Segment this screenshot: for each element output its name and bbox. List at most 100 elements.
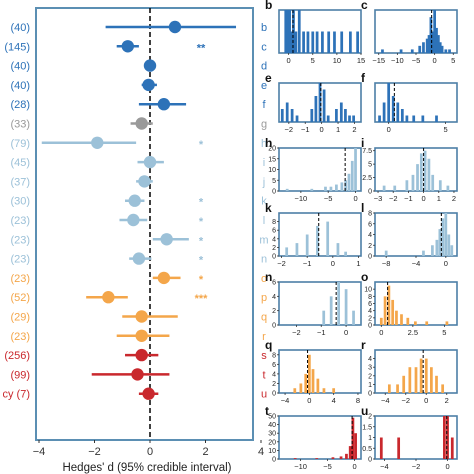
estimate-point-q (135, 310, 148, 323)
bar-q-1 (299, 383, 303, 393)
bar-q-5 (316, 378, 320, 393)
bar-k-6 (344, 251, 347, 256)
panel-label-h: h (265, 136, 272, 150)
row-letter-m: m (259, 234, 268, 246)
sample-size-label-d: (40) (10, 61, 30, 73)
row-letter-n: n (261, 254, 267, 266)
panel-frame-n (278, 281, 362, 326)
bar-c-13 (440, 45, 444, 53)
panel-label-l: l (361, 201, 364, 215)
estimate-point-s (135, 348, 148, 362)
x-tick-label-i-0: −3 (374, 194, 383, 203)
significance-h: * (199, 139, 204, 151)
sample-size-label-l: (23) (10, 215, 30, 227)
bar-n-3 (344, 289, 348, 325)
bar-k-4 (326, 221, 330, 256)
bar-o-1 (383, 296, 387, 325)
bar-c-1 (399, 49, 403, 53)
row-letter-s: s (261, 350, 267, 362)
estimate-point-j (138, 175, 151, 188)
y-tick-label-o-4: 8 (368, 294, 372, 301)
estimate-point-h (91, 136, 104, 149)
bar-b-11 (321, 31, 324, 53)
bar-b-15 (349, 31, 352, 53)
bar-e-6 (318, 83, 322, 122)
row-letter-l: l (263, 215, 265, 227)
bar-f-7 (412, 115, 416, 122)
x-tick-label-c-4: 5 (451, 56, 455, 65)
sample-size-label-q: (29) (10, 312, 30, 324)
bar-c-7 (429, 17, 433, 54)
bar-f-3 (391, 96, 395, 122)
bar-k-3 (316, 225, 319, 256)
y-tick-label-r-0: 0 (368, 391, 372, 398)
x-tick-label-q-0: −4 (281, 396, 290, 405)
x-tick-label-k-0: −2 (277, 259, 286, 268)
row-letter-i: i (263, 157, 265, 169)
bar-r-3 (408, 367, 412, 393)
panel-label-n: n (265, 270, 272, 284)
x-tick-label-b-2: 10 (333, 56, 341, 65)
bar-q-7 (332, 388, 336, 393)
bar-o-5 (400, 314, 403, 325)
row-letter-d: d (261, 61, 267, 73)
sample-size-label-s: (256) (4, 350, 30, 362)
bar-i-9 (438, 180, 442, 191)
panel-frame-t (278, 415, 362, 460)
y-tick-label-i-0: 0 (368, 189, 372, 196)
row-letter-q: q (261, 312, 267, 324)
row-letter-g: g (261, 119, 267, 131)
bar-o-2 (387, 285, 391, 325)
y-tick-label-k-1: 2 (272, 245, 276, 252)
bar-o-8 (425, 321, 429, 325)
row-letter-r: r (262, 331, 266, 343)
sample-size-label-p: (52) (10, 292, 30, 304)
bar-b-0 (284, 10, 288, 53)
bar-t-0 (293, 458, 297, 459)
bar-l-2 (431, 245, 434, 256)
x-tick-label-n-0: −2 (292, 328, 301, 337)
bar-h-4 (335, 184, 338, 191)
estimate-point-d (143, 59, 157, 72)
x-tick-label-e-2: 0 (320, 125, 324, 134)
bar-k-2 (305, 234, 309, 256)
sample-size-label-n: (23) (10, 254, 30, 266)
sample-size-label-e: (40) (10, 80, 30, 92)
bar-u-2 (443, 416, 446, 459)
bar-b-1 (286, 10, 290, 53)
bar-h-6 (344, 180, 348, 191)
bar-n-0 (322, 310, 326, 325)
x-tick-label-b-3: 15 (357, 56, 365, 65)
bar-o-3 (391, 299, 395, 325)
x-tick-label-c-0: −15 (372, 56, 385, 65)
bar-c-8 (431, 31, 435, 53)
bar-n-1 (329, 296, 333, 325)
bar-e-5 (314, 96, 318, 122)
significance-c: ** (197, 42, 206, 54)
bar-f-0 (378, 115, 381, 122)
y-tick-label-k-4: 8 (272, 219, 276, 226)
bar-e-2 (290, 109, 294, 122)
bar-e-3 (295, 115, 299, 122)
bar-u-1 (397, 437, 401, 459)
estimate-point-i (143, 155, 157, 169)
bar-b-14 (340, 31, 344, 53)
bar-c-5 (425, 38, 429, 53)
y-tick-label-t-2: 20 (268, 439, 276, 446)
x-tick-label-q-3: 8 (356, 396, 360, 405)
bar-o-6 (406, 317, 410, 325)
x-tick-label-2: 0 (147, 446, 153, 458)
x-tick-label-f-0: 0 (387, 125, 391, 134)
x-tick-label-e-4: 2 (352, 125, 356, 134)
y-tick-label-q-4: 8 (272, 352, 276, 359)
bar-o-7 (414, 321, 417, 325)
x-tick-label-u-1: −2 (412, 462, 421, 471)
y-tick-label-h-2: 10 (268, 167, 276, 174)
row-letter-o: o (261, 273, 267, 285)
x-tick-label-b-0: 0 (287, 56, 291, 65)
panel-label-k: k (265, 201, 272, 215)
sample-size-label-k: (30) (10, 196, 30, 208)
estimate-point-u (142, 387, 155, 400)
x-tick-label-t-0: −10 (294, 462, 307, 471)
